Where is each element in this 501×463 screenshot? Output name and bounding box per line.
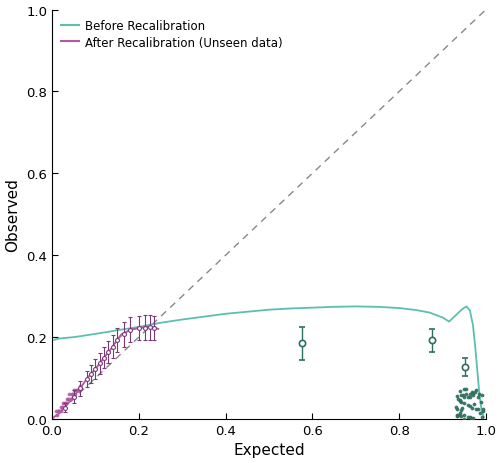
Point: [455, 396, 463, 404]
Point: [463, 401, 471, 408]
Point: [477, 392, 485, 399]
Point: [70, 387, 78, 394]
Point: [459, 400, 467, 407]
Point: [464, 394, 472, 401]
Point: [66, 395, 74, 402]
Point: [471, 387, 479, 394]
Point: [60, 403, 68, 411]
Point: [62, 399, 70, 407]
Point: [476, 398, 484, 406]
Point: [465, 391, 473, 398]
Point: [478, 406, 486, 413]
Point: [473, 406, 481, 413]
Point: [463, 394, 471, 401]
Point: [70, 391, 78, 398]
Point: [68, 391, 76, 398]
Point: [470, 388, 478, 396]
Point: [455, 387, 463, 394]
Point: [467, 414, 475, 421]
Point: [455, 397, 463, 405]
Legend: Before Recalibration, After Recalibration (Unseen data): Before Recalibration, After Recalibratio…: [58, 16, 286, 53]
Point: [65, 391, 73, 398]
Point: [456, 412, 464, 419]
Point: [57, 407, 65, 415]
Point: [474, 390, 482, 397]
Point: [461, 386, 469, 393]
Point: [456, 399, 464, 406]
Point: [67, 395, 75, 402]
Point: [468, 392, 476, 399]
Point: [61, 399, 69, 407]
Point: [459, 415, 467, 423]
Point: [466, 415, 474, 422]
X-axis label: Expected: Expected: [232, 443, 304, 457]
Point: [468, 389, 476, 396]
Point: [67, 391, 75, 398]
Point: [454, 409, 462, 417]
Point: [452, 412, 460, 419]
Point: [467, 405, 475, 412]
Point: [72, 387, 80, 394]
Point: [451, 404, 459, 411]
Point: [58, 403, 66, 411]
Point: [477, 413, 485, 421]
Point: [52, 407, 60, 415]
Point: [54, 407, 62, 415]
Point: [461, 390, 469, 398]
Point: [467, 388, 475, 395]
Point: [75, 387, 83, 394]
Point: [459, 411, 467, 419]
Point: [469, 400, 477, 408]
Point: [76, 383, 84, 390]
Point: [463, 413, 471, 420]
Point: [465, 402, 473, 410]
Point: [475, 409, 483, 417]
Point: [451, 392, 459, 400]
Point: [470, 406, 478, 413]
Point: [70, 391, 78, 398]
Point: [465, 413, 473, 420]
Point: [61, 399, 69, 407]
Point: [452, 405, 460, 413]
Point: [478, 407, 486, 414]
Point: [459, 393, 467, 400]
Point: [458, 392, 466, 399]
Point: [459, 385, 467, 393]
Point: [63, 395, 71, 402]
Point: [55, 407, 63, 415]
Point: [452, 413, 460, 420]
Point: [454, 412, 462, 419]
Point: [55, 407, 63, 415]
Point: [456, 392, 464, 399]
Point: [57, 403, 65, 411]
Point: [64, 395, 72, 402]
Point: [456, 407, 464, 414]
Point: [456, 405, 464, 412]
Point: [74, 387, 82, 394]
Point: [74, 387, 82, 394]
Y-axis label: Observed: Observed: [6, 178, 21, 252]
Point: [473, 393, 481, 400]
Point: [53, 411, 61, 419]
Point: [453, 396, 461, 403]
Point: [59, 399, 67, 407]
Point: [54, 407, 62, 415]
Point: [73, 387, 81, 394]
